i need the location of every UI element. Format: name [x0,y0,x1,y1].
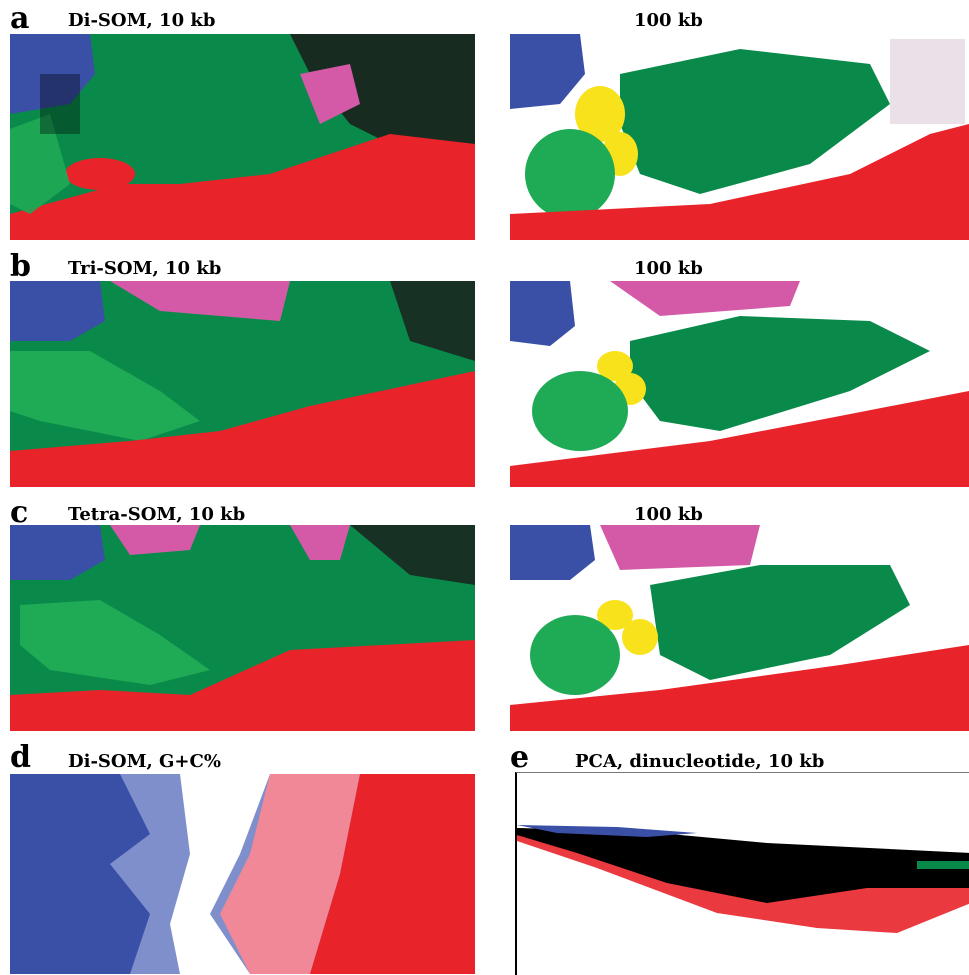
som-map-di-100kb [510,34,969,240]
panel-e-title: PCA, dinucleotide, 10 kb [575,751,825,772]
som-map-di-gc-percent [10,774,475,974]
som-map-tetra-100kb [510,525,969,731]
pca-scatter-plot [515,772,969,975]
som-map-tetra-10kb [10,525,475,731]
som-map-di-10kb [10,34,475,240]
panel-a-right-title: 100 kb [634,10,703,31]
som-map-tri-10kb [10,281,475,487]
som-map-tri-100kb [510,281,969,487]
panel-c-left-title: Tetra-SOM, 10 kb [68,504,246,525]
panel-letter-e: e [510,740,530,775]
panel-c-right-title: 100 kb [634,504,703,525]
panel-letter-d: d [10,740,31,775]
panel-b-right-title: 100 kb [634,258,703,279]
panel-d-title: Di-SOM, G+C% [68,751,221,772]
panel-b-left-title: Tri-SOM, 10 kb [68,258,222,279]
panel-letter-c: c [10,495,29,530]
panel-a-left-title: Di-SOM, 10 kb [68,10,216,31]
panel-letter-a: a [10,1,30,36]
panel-letter-b: b [10,249,31,284]
